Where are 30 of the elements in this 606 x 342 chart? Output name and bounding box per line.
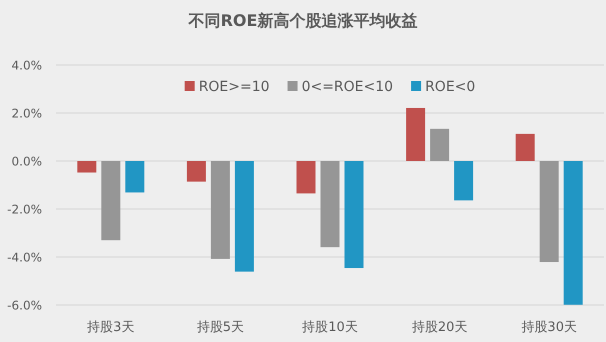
bar [296, 161, 316, 194]
chart-title: 不同ROE新高个股追涨平均收益 [188, 11, 418, 30]
legend-label: ROE>=10 [198, 79, 270, 95]
y-tick-label: 0.0% [12, 154, 42, 168]
bar [101, 161, 120, 240]
bar [406, 108, 426, 161]
y-tick-label: -6.0% [7, 298, 42, 312]
x-tick-label: 持股10天 [302, 320, 358, 335]
bar [430, 128, 450, 161]
x-tick-label: 持股30天 [521, 320, 577, 335]
bar [77, 161, 96, 173]
legend-label: 0<=ROE<10 [302, 79, 394, 95]
bar [454, 161, 474, 200]
bar [210, 161, 230, 259]
bar [125, 161, 144, 192]
legend-label: ROE<0 [425, 79, 476, 95]
bar [564, 161, 583, 305]
x-tick-label: 持股20天 [412, 320, 468, 335]
bar [234, 161, 254, 272]
bar [344, 161, 364, 268]
y-tick-label: 2.0% [12, 106, 42, 120]
x-tick-label: 持股5天 [196, 320, 244, 335]
bar [540, 161, 559, 262]
x-tick-label: 持股3天 [87, 320, 134, 335]
y-tick-label: -4.0% [7, 250, 42, 264]
y-tick-label: -2.0% [7, 202, 42, 216]
bar [320, 161, 340, 248]
y-tick-label: 4.0% [12, 58, 42, 72]
bar [186, 161, 206, 182]
bar [516, 134, 535, 161]
